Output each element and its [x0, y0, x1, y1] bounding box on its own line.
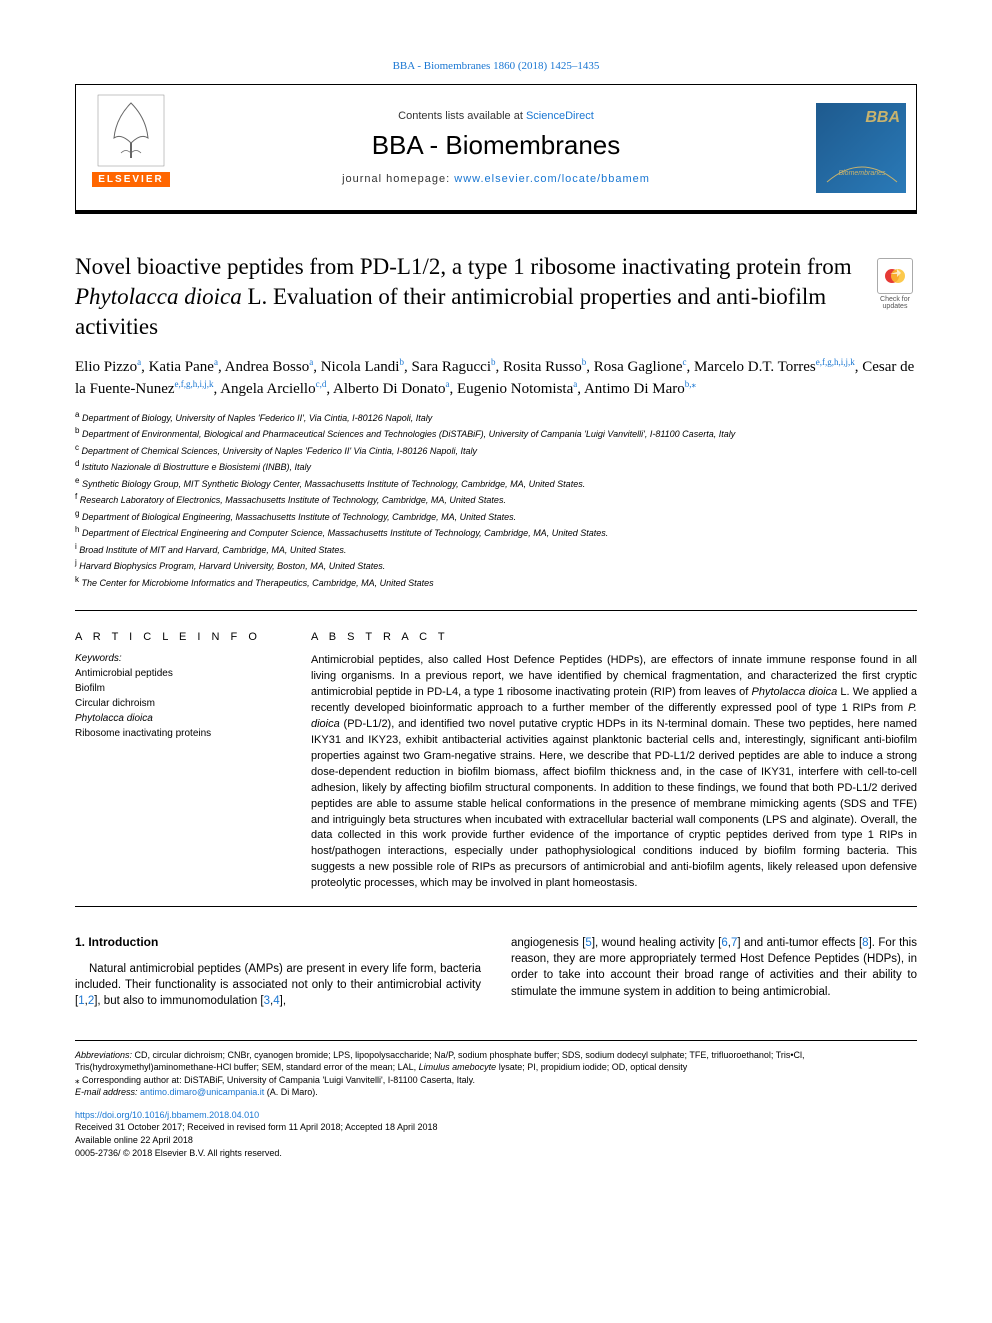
footer-block: Abbreviations: CD, circular dichroism; C…	[75, 1040, 917, 1099]
header-center: Contents lists available at ScienceDirec…	[186, 85, 806, 210]
cite-link[interactable]: 2	[88, 995, 94, 1007]
bba-logo-sub: Biomembranes	[838, 170, 886, 177]
check-updates-icon	[877, 258, 913, 294]
copyright-line: 0005-2736/ © 2018 Elsevier B.V. All righ…	[75, 1147, 917, 1160]
authors-list: Elio Pizzoa, Katia Panea, Andrea Bossoa,…	[75, 356, 917, 401]
elsevier-tree-icon	[96, 93, 166, 168]
contents-prefix: Contents lists available at	[398, 110, 526, 122]
email-label: E-mail address:	[75, 1087, 140, 1097]
cite-link[interactable]: 5	[585, 937, 591, 949]
affiliation-line: i Broad Institute of MIT and Harvard, Ca…	[75, 541, 917, 558]
intro-text-col1: Natural antimicrobial peptides (AMPs) ar…	[75, 961, 481, 1009]
cite-link[interactable]: 3	[264, 995, 270, 1007]
abstract-head: A B S T R A C T	[311, 631, 917, 643]
homepage-link[interactable]: www.elsevier.com/locate/bbamem	[454, 173, 650, 185]
keywords-list: Antimicrobial peptidesBiofilmCircular di…	[75, 666, 275, 741]
check-updates-badge[interactable]: Check for updates	[873, 258, 917, 310]
article-info-head: A R T I C L E I N F O	[75, 631, 275, 643]
affiliation-line: f Research Laboratory of Electronics, Ma…	[75, 491, 917, 508]
affiliation-line: h Department of Electrical Engineering a…	[75, 524, 917, 541]
title-part-1: Novel bioactive peptides from PD-L1/2, a…	[75, 254, 852, 279]
journal-homepage: journal homepage: www.elsevier.com/locat…	[342, 173, 650, 185]
affiliation-line: a Department of Biology, University of N…	[75, 409, 917, 426]
article-title: Novel bioactive peptides from PD-L1/2, a…	[75, 252, 917, 342]
title-species: Phytolacca dioica	[75, 284, 242, 309]
keywords-label: Keywords:	[75, 653, 275, 664]
publisher-logo-block: ELSEVIER	[76, 85, 186, 210]
article-info-col: A R T I C L E I N F O Keywords: Antimicr…	[75, 631, 275, 892]
affiliation-line: g Department of Biological Engineering, …	[75, 508, 917, 525]
keyword: Antimicrobial peptides	[75, 666, 275, 681]
divider-2	[75, 906, 917, 907]
abbreviations: Abbreviations: CD, circular dichroism; C…	[75, 1049, 917, 1074]
affiliation-line: c Department of Chemical Sciences, Unive…	[75, 442, 917, 459]
journal-logo-block: BBA Biomembranes	[806, 85, 916, 210]
elsevier-label: ELSEVIER	[92, 172, 169, 187]
abstract-col: A B S T R A C T Antimicrobial peptides, …	[311, 631, 917, 892]
intro-text-col2: angiogenesis [5], wound healing activity…	[511, 935, 917, 999]
introduction-head: 1. Introduction	[75, 935, 481, 949]
available-line: Available online 22 April 2018	[75, 1134, 917, 1147]
keyword: Phytolacca dioica	[75, 711, 275, 726]
corresponding-author: ⁎ Corresponding author at: DiSTABiF, Uni…	[75, 1074, 917, 1087]
abbrev-label: Abbreviations:	[75, 1050, 132, 1060]
email-line: E-mail address: antimo.dimaro@unicampani…	[75, 1086, 917, 1099]
sciencedirect-link[interactable]: ScienceDirect	[526, 110, 594, 122]
cite-link[interactable]: 1	[78, 995, 84, 1007]
introduction-section: 1. Introduction Natural antimicrobial pe…	[75, 935, 917, 1009]
bba-logo-text: BBA	[865, 109, 900, 127]
top-citation: BBA - Biomembranes 1860 (2018) 1425–1435	[75, 60, 917, 72]
keyword: Biofilm	[75, 681, 275, 696]
abbrev-text: CD, circular dichroism; CNBr, cyanogen b…	[75, 1050, 805, 1073]
divider-1	[75, 610, 917, 611]
email-suffix: (A. Di Maro).	[264, 1087, 318, 1097]
affiliation-line: e Synthetic Biology Group, MIT Synthetic…	[75, 475, 917, 492]
bba-logo: BBA Biomembranes	[816, 103, 906, 193]
homepage-prefix: journal homepage:	[342, 173, 454, 185]
cite-link[interactable]: 4	[273, 995, 279, 1007]
journal-name: BBA - Biomembranes	[372, 130, 621, 161]
check-updates-label: Check for updates	[880, 296, 910, 310]
affiliations-list: a Department of Biology, University of N…	[75, 409, 917, 591]
keyword: Ribosome inactivating proteins	[75, 726, 275, 741]
cite-link[interactable]: 7	[731, 937, 737, 949]
email-link[interactable]: antimo.dimaro@unicampania.it	[140, 1087, 264, 1097]
affiliation-line: d Istituto Nazionale di Biostrutture e B…	[75, 458, 917, 475]
affiliation-line: j Harvard Biophysics Program, Harvard Un…	[75, 557, 917, 574]
affiliation-line: b Department of Environmental, Biologica…	[75, 425, 917, 442]
citation-link[interactable]: BBA - Biomembranes 1860 (2018) 1425–1435	[393, 60, 600, 72]
abstract-text: Antimicrobial peptides, also called Host…	[311, 653, 917, 892]
doi-link[interactable]: https://doi.org/10.1016/j.bbamem.2018.04…	[75, 1110, 259, 1120]
journal-header: ELSEVIER Contents lists available at Sci…	[75, 84, 917, 214]
keyword: Circular dichroism	[75, 696, 275, 711]
cite-link[interactable]: 8	[862, 937, 868, 949]
received-line: Received 31 October 2017; Received in re…	[75, 1121, 917, 1134]
cite-link[interactable]: 6	[721, 937, 727, 949]
info-abstract-row: A R T I C L E I N F O Keywords: Antimicr…	[75, 631, 917, 892]
doi-block: https://doi.org/10.1016/j.bbamem.2018.04…	[75, 1109, 917, 1159]
affiliation-line: k The Center for Microbiome Informatics …	[75, 574, 917, 591]
contents-available: Contents lists available at ScienceDirec…	[398, 110, 594, 122]
